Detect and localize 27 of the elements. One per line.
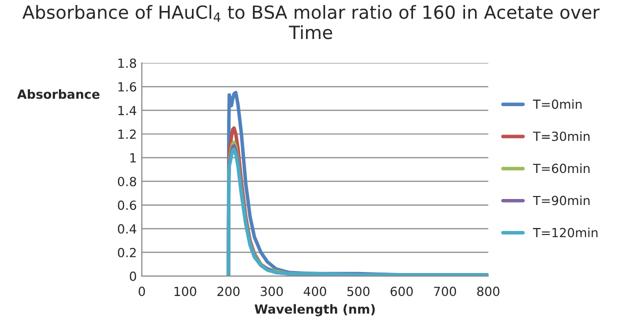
legend-label: T=60min (532, 163, 590, 174)
y-tick-label: 0 (130, 272, 136, 281)
legend-label: T=90min (532, 196, 590, 206)
legend-label: T=120min (532, 228, 598, 238)
x-tick-label: 200 (217, 286, 240, 296)
x-tick-label: 500 (347, 286, 370, 296)
y-tick-label: 1 (130, 153, 136, 162)
y-tick-label: 1.8 (118, 58, 136, 68)
y-tick-label: 0.6 (118, 200, 136, 210)
legend-label: T=30min (532, 131, 590, 142)
y-tick-label: 0.8 (118, 176, 136, 186)
x-tick-label: 600 (390, 286, 413, 296)
y-tick-label: 1.2 (118, 129, 136, 139)
y-axis-title: Absorbance (17, 89, 100, 99)
y-tick-label: 1.4 (118, 106, 136, 116)
y-tick-label: 0.4 (118, 224, 136, 234)
x-tick-label: 700 (434, 286, 456, 296)
x-tick-label: 100 (174, 286, 196, 296)
chart-title: Absorbance of HAuCl$_{4}$ to BSA molar ratio of 160 in Acetate over Time (22, 5, 600, 40)
legend-label: T=0min (532, 99, 582, 109)
y-tick-label: 0.2 (118, 248, 136, 258)
x-axis-title: Wavelength (nm) (254, 304, 375, 316)
x-tick-label: 300 (260, 286, 283, 296)
x-tick-label: 0 (138, 286, 145, 296)
x-tick-label: 800 (477, 286, 500, 296)
x-tick-label: 400 (304, 286, 326, 296)
y-tick-label: 1.6 (118, 82, 136, 92)
